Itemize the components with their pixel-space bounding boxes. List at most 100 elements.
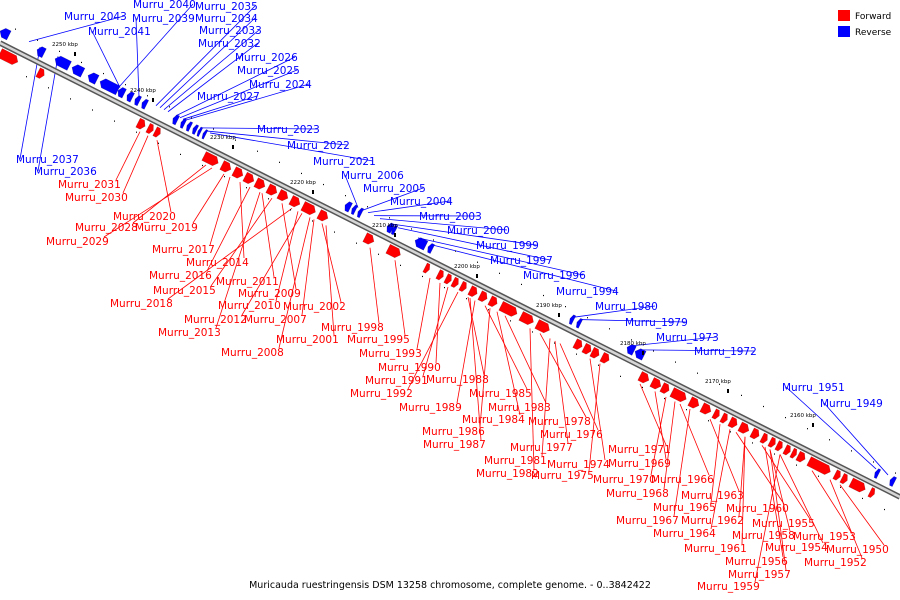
backbone-tick xyxy=(620,375,621,377)
forward-gene xyxy=(649,377,662,390)
leader-line xyxy=(650,396,667,476)
backbone-tick xyxy=(587,317,588,319)
reverse-gene xyxy=(873,468,882,479)
backbone-tick xyxy=(741,394,742,396)
gene-label-forward: Murru_1988 xyxy=(426,374,489,386)
reverse-gene xyxy=(185,121,194,132)
backbone-tick xyxy=(818,475,819,477)
legend: Forward Reverse xyxy=(838,10,892,38)
leader-line xyxy=(239,182,245,259)
forward-gene xyxy=(145,122,154,135)
leader-line xyxy=(541,338,551,457)
leader-line xyxy=(761,445,811,520)
gene-label-reverse: Murru_2036 xyxy=(34,166,97,178)
backbone-tick xyxy=(70,98,71,100)
backbone-tick xyxy=(169,106,170,108)
gene-label-forward: Murru_2031 xyxy=(58,179,121,191)
forward-gene xyxy=(637,371,650,384)
leader-line xyxy=(764,446,784,558)
backbone-tick xyxy=(796,464,797,466)
leader-line xyxy=(769,449,787,571)
gene-label-forward: Murru_1998 xyxy=(321,322,384,334)
leader-lines xyxy=(19,3,889,583)
leader-line xyxy=(559,343,599,431)
forward-gene xyxy=(498,300,518,317)
leader-line xyxy=(710,424,721,504)
backbone-tick xyxy=(631,339,632,341)
leader-line xyxy=(215,192,261,329)
backbone-tick xyxy=(323,183,324,186)
backbone-tick xyxy=(884,508,885,511)
gene-label-reverse: Murru_2024 xyxy=(249,79,312,91)
backbone-tick xyxy=(543,294,544,297)
scale-labels: 2250 kbp 2240 kbp 2230 kbp 2220 kbp 2210 kbp… xyxy=(52,42,816,427)
forward-gene xyxy=(848,477,866,493)
leader-line xyxy=(167,42,259,113)
backbone-tick xyxy=(510,320,511,322)
scale-tick xyxy=(476,274,478,278)
forward-gene xyxy=(276,188,289,202)
leader-line xyxy=(278,217,311,349)
gene-label-reverse: Murru_1973 xyxy=(656,332,719,344)
leader-line xyxy=(362,187,424,211)
reverse-gene xyxy=(201,129,209,140)
leader-line xyxy=(281,203,297,290)
scale-label: 2170 kbp xyxy=(705,379,731,385)
leader-line xyxy=(839,484,885,546)
backbone-tick xyxy=(48,87,49,89)
gene-label-reverse: Murru_2040 xyxy=(133,0,196,11)
forward-gene xyxy=(242,171,255,185)
leader-line xyxy=(823,402,889,476)
backbone-tick xyxy=(895,472,896,474)
leader-line xyxy=(738,436,746,517)
backbone-tick xyxy=(15,28,16,30)
backbone-tick xyxy=(59,50,60,52)
forward-gene xyxy=(422,262,431,274)
scale-label: 2160 kbp xyxy=(790,413,816,419)
chromosome-backbone xyxy=(0,40,900,500)
backbone-tick xyxy=(224,175,225,178)
gene-label-reverse: Murru_1996 xyxy=(523,270,586,282)
forward-gene xyxy=(385,243,401,258)
leader-line xyxy=(673,409,691,517)
leader-line xyxy=(496,311,521,416)
leader-line xyxy=(389,223,537,246)
leader-line xyxy=(574,305,656,318)
backbone-tick xyxy=(158,142,159,144)
backbone-tick xyxy=(367,206,368,208)
backbone-tick xyxy=(268,198,269,200)
leader-line xyxy=(205,130,348,146)
gene-label-forward: Murru_1975 xyxy=(531,470,594,482)
backbone-tick xyxy=(708,420,709,422)
backbone-tick xyxy=(752,442,753,444)
leader-line xyxy=(167,207,293,300)
gene-label-forward: Murru_1957 xyxy=(728,569,791,581)
leader-line xyxy=(135,17,140,98)
gene-label-forward: Murru_1986 xyxy=(422,426,485,438)
forward-gene xyxy=(0,48,19,65)
gene-label-reverse: Murru_2003 xyxy=(419,211,482,223)
forward-gene xyxy=(253,177,266,190)
gene-label-forward: Murru_1976 xyxy=(540,429,603,441)
reverse-gene xyxy=(0,28,12,41)
backbone-tick xyxy=(455,250,456,252)
forward-gene xyxy=(435,269,444,281)
scale-label: 2240 kbp xyxy=(130,88,156,94)
gene-label-reverse: Murru_1951 xyxy=(782,382,845,394)
gene-label-forward: Murru_1981 xyxy=(484,455,547,467)
gene-label-forward: Murru_2017 xyxy=(152,244,215,256)
leader-line xyxy=(588,363,601,472)
backbone-tick xyxy=(609,328,610,330)
gene-label-forward: Murru_2011 xyxy=(216,276,279,288)
reverse-gene xyxy=(344,201,353,213)
scale-tick xyxy=(642,351,644,355)
forward-gene xyxy=(589,346,600,359)
leader-line xyxy=(407,291,459,390)
forward-gene xyxy=(659,382,670,394)
leader-line xyxy=(479,308,491,428)
gene-label-forward: Murru_2007 xyxy=(244,314,307,326)
backbone-tick xyxy=(389,217,390,219)
gene-label-forward: Murru_1963 xyxy=(681,490,744,502)
leader-line xyxy=(416,277,431,350)
forward-gene xyxy=(152,126,161,138)
